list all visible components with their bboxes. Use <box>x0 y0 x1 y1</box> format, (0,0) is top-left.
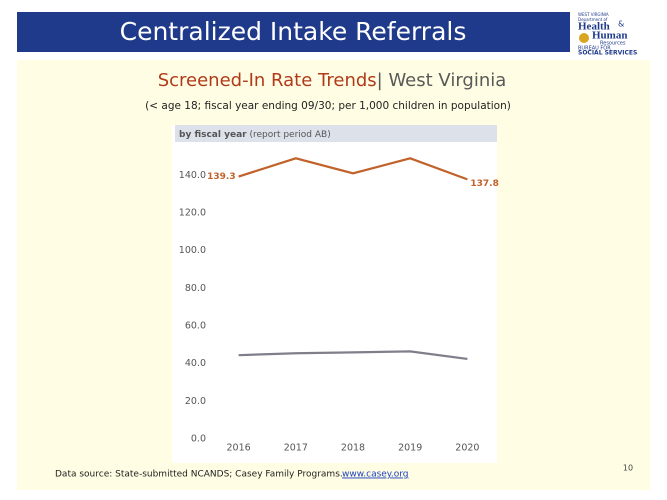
data-label: 139.3 <box>207 172 235 182</box>
x-tick-label: 2018 <box>341 443 365 454</box>
y-tick-label: 80.0 <box>185 283 206 294</box>
y-tick-label: 100.0 <box>179 245 206 256</box>
x-tick-label: 2016 <box>227 443 251 454</box>
y-tick-label: 140.0 <box>179 170 206 181</box>
y-tick-label: 60.0 <box>185 320 206 331</box>
series-line <box>238 350 468 361</box>
chart-subtitle: (< age 18; fiscal year ending 09/30; per… <box>145 100 511 112</box>
slide-title: Centralized Intake Referrals <box>120 17 467 46</box>
data-label: 137.8 <box>470 179 498 189</box>
source-note: Data source: State-submitted NCANDS; Cas… <box>55 470 343 480</box>
plot-header-text: by fiscal year (report period AB) <box>179 130 331 140</box>
y-tick-label: 20.0 <box>185 396 206 407</box>
chart-title-main: Screened-In Rate Trends <box>158 70 377 91</box>
logo-text: & <box>618 20 624 29</box>
logo-text: BUREAU FOR <box>578 46 611 52</box>
y-tick-label: 120.0 <box>179 207 206 218</box>
y-tick-label: 40.0 <box>185 358 206 369</box>
page-number: 10 <box>623 464 633 473</box>
logo-text: WEST VIRGINIA <box>578 12 609 17</box>
logo-text: Resources <box>600 41 626 47</box>
logo-text: Department of <box>578 17 608 22</box>
x-tick-label: 2020 <box>455 443 479 454</box>
plot-area <box>172 125 497 463</box>
chart-title: Screened-In Rate Trends| West Virginia <box>158 70 507 91</box>
source-link[interactable]: www.casey.org <box>342 470 408 480</box>
series-line <box>238 157 468 181</box>
logo-seal <box>579 33 589 43</box>
chart-title-suffix: | West Virginia <box>377 70 507 91</box>
x-tick-label: 2019 <box>398 443 422 454</box>
y-tick-label: 0.0 <box>191 434 206 445</box>
panel-note: (report period AB) <box>249 130 330 140</box>
x-tick-label: 2017 <box>284 443 308 454</box>
logo-text: SOCIAL SERVICES <box>578 50 637 57</box>
panel-label: by fiscal year <box>179 130 247 140</box>
plot-header <box>175 125 497 142</box>
logo-text: Health <box>578 21 610 33</box>
header-bar <box>17 12 570 52</box>
logo: WEST VIRGINIA Department of Health & Hum… <box>578 12 637 57</box>
logo-text: Human <box>592 30 627 42</box>
